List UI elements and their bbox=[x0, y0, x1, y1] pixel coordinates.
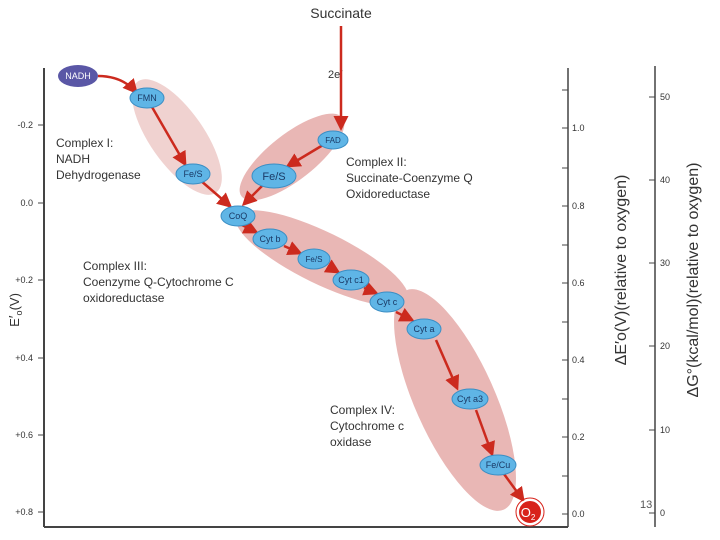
svg-text:Cyt a: Cyt a bbox=[413, 324, 434, 334]
right-axis bbox=[649, 66, 656, 527]
arrow-cyta-cyta3 bbox=[434, 339, 460, 391]
left-axis-label: E′o(V) bbox=[6, 293, 24, 327]
left-axis bbox=[38, 68, 568, 528]
svg-text:Cyt b: Cyt b bbox=[259, 234, 280, 244]
arrow-coq-cytb bbox=[241, 219, 259, 234]
arrow-fad-fes bbox=[285, 143, 324, 168]
mid-tick: 0.0 bbox=[572, 509, 585, 519]
middle-axis-ticks: 1.0 0.8 0.6 0.4 0.2 0.0 bbox=[572, 123, 585, 519]
cyt-c1-node: Cyt c1 bbox=[332, 269, 370, 291]
svg-text:FAD: FAD bbox=[325, 136, 341, 145]
middle-axis bbox=[562, 68, 569, 527]
left-tick: +0.4 bbox=[15, 353, 33, 363]
complex-ii-shape bbox=[239, 113, 345, 201]
arrow-nadh-fmn bbox=[97, 74, 138, 95]
complex-iii-label: Complex III: Coenzyme Q-Cytochrome C oxi… bbox=[83, 259, 237, 305]
cyt-b-node: Cyt b bbox=[252, 228, 288, 250]
mid-tick: 0.4 bbox=[572, 355, 585, 365]
arrow-fmn-fes bbox=[150, 106, 187, 167]
complex-ii-label: Complex II: Succinate-Coenzyme Q Oxidore… bbox=[346, 155, 476, 201]
svg-text:Fe/Cu: Fe/Cu bbox=[486, 460, 511, 470]
right-tick: 0 bbox=[660, 508, 665, 518]
middle-axis-label: ΔE′o(V)(relative to oxygen) bbox=[613, 175, 630, 366]
svg-text:Cyt c1: Cyt c1 bbox=[338, 275, 364, 285]
mid-tick: 1.0 bbox=[572, 123, 585, 133]
svg-text:Cyt a3: Cyt a3 bbox=[457, 394, 483, 404]
svg-text:CoQ: CoQ bbox=[229, 211, 248, 221]
complex-i-label: Complex I: NADH Dehydrogenase bbox=[56, 136, 141, 182]
complex-labels: Complex I: NADH Dehydrogenase Complex II… bbox=[56, 136, 476, 449]
svg-text:Fe/S: Fe/S bbox=[306, 255, 323, 264]
left-tick: 0.0 bbox=[20, 198, 33, 208]
arrow-cytb-fes bbox=[283, 241, 303, 256]
arrow-cytc-cyta bbox=[395, 307, 415, 322]
coq-node: CoQ bbox=[220, 205, 256, 227]
arrow-fes-cytc1 bbox=[323, 259, 341, 274]
cyt-a-node: Cyt a bbox=[406, 318, 442, 340]
svg-text:O2: O2 bbox=[521, 505, 536, 522]
right-tick: 10 bbox=[660, 425, 670, 435]
svg-text:Cyt c: Cyt c bbox=[377, 297, 398, 307]
fes-node-complex-ii: Fe/S bbox=[251, 163, 297, 189]
fes-node-complex-iii: Fe/S bbox=[297, 248, 331, 270]
left-tick: +0.8 bbox=[15, 507, 33, 517]
left-tick: +0.6 bbox=[15, 430, 33, 440]
mid-tick: 0.8 bbox=[572, 201, 585, 211]
cyt-a3-node: Cyt a3 bbox=[451, 388, 489, 410]
fmn-node: FMN bbox=[129, 87, 165, 109]
electron-flow-arrows bbox=[97, 26, 525, 503]
right-tick: 20 bbox=[660, 341, 670, 351]
cyt-c-node: Cyt c bbox=[369, 291, 405, 313]
right-axis-ticks: 50 40 30 20 10 0 bbox=[660, 92, 670, 518]
right-tick: 50 bbox=[660, 92, 670, 102]
fe-cu-node: Fe/Cu bbox=[479, 454, 517, 476]
arrow-fecu-o2 bbox=[502, 473, 525, 503]
mid-tick: 0.2 bbox=[572, 432, 585, 442]
svg-text:Fe/S: Fe/S bbox=[262, 171, 285, 183]
arrow-cyta3-fecu bbox=[474, 409, 495, 457]
page-number: 13 bbox=[640, 499, 652, 511]
right-tick: 40 bbox=[660, 175, 670, 185]
complex-i-shape bbox=[132, 79, 222, 195]
nadh-node: NADH bbox=[58, 65, 98, 87]
svg-text:Fe/S: Fe/S bbox=[183, 169, 202, 179]
right-tick: 30 bbox=[660, 258, 670, 268]
left-tick: -0.2 bbox=[17, 120, 33, 130]
arrow-fes-coq bbox=[199, 179, 233, 208]
svg-text:FMN: FMN bbox=[137, 93, 157, 103]
arrow-fes2-coq bbox=[241, 185, 263, 207]
fad-node: FAD bbox=[317, 130, 349, 150]
svg-text:NADH: NADH bbox=[65, 71, 91, 81]
oxygen-node: O2 bbox=[515, 497, 545, 527]
left-tick: +0.2 bbox=[15, 275, 33, 285]
nodes: NADH FMN Fe/S FAD Fe/S CoQ Cyt b Fe/S bbox=[58, 65, 545, 527]
complex-iv-label: Complex IV: Cytochrome c oxidase bbox=[330, 403, 407, 449]
right-axis-label: ΔG°(kcal/mol)(relative to oxygen) bbox=[685, 163, 702, 398]
left-axis-ticks: -0.2 0.0 +0.2 +0.4 +0.6 +0.8 bbox=[15, 120, 33, 517]
arrow-cytc1-cytc bbox=[362, 281, 379, 296]
succinate-label: Succinate bbox=[310, 5, 372, 21]
fes-node-complex-i: Fe/S bbox=[175, 163, 211, 185]
mid-tick: 0.6 bbox=[572, 278, 585, 288]
